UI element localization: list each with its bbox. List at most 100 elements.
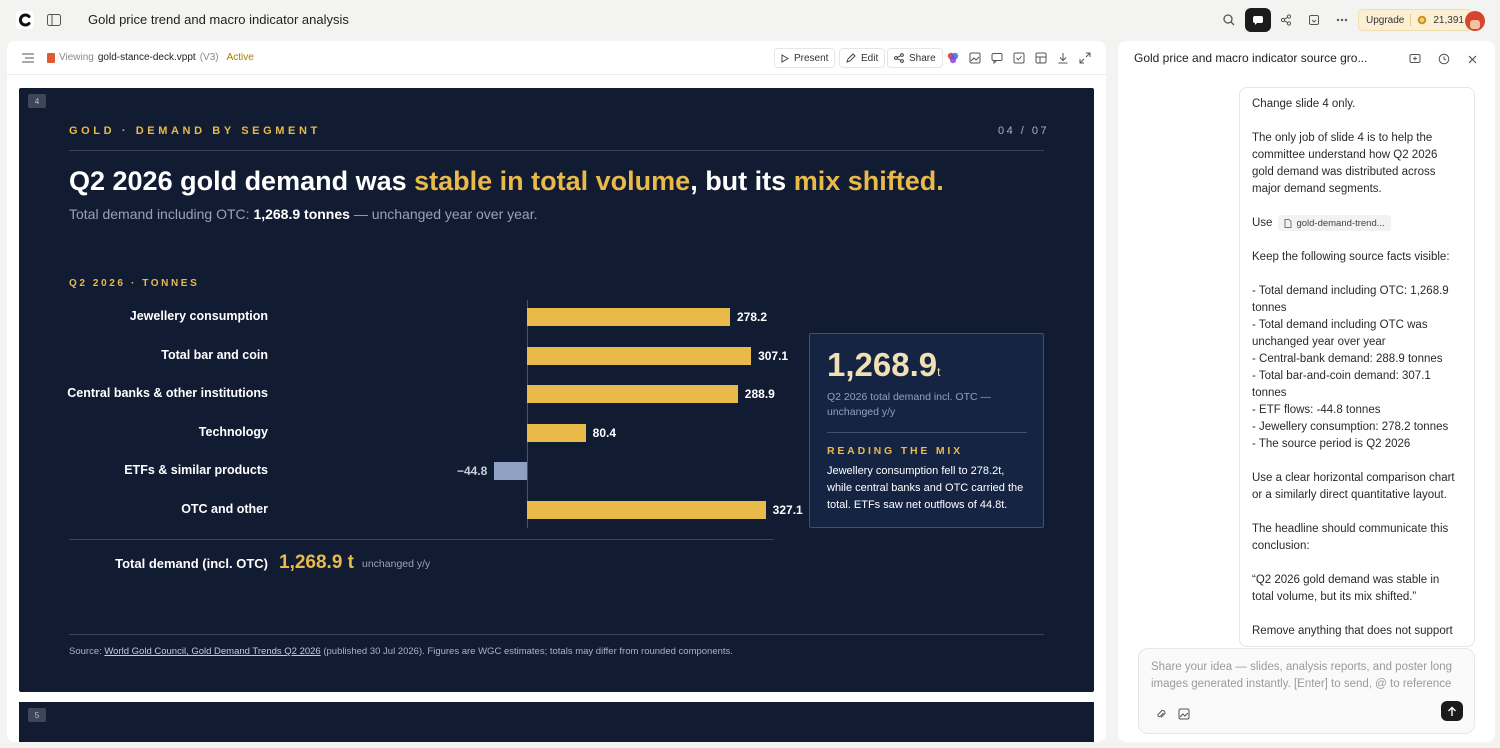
viewing-label: Viewing (59, 52, 94, 63)
slide-viewer: Viewing gold-stance-deck.vppt (V3) Activ… (7, 41, 1106, 742)
total-label: Total demand (incl. OTC) (115, 556, 268, 571)
coin-icon (1418, 15, 1427, 25)
more-icon[interactable] (1329, 8, 1355, 32)
share-label: Share (909, 52, 936, 64)
slide-number: 5 (28, 708, 46, 722)
zero-axis (527, 300, 528, 528)
bar (494, 462, 527, 481)
layout-icon[interactable] (1033, 50, 1049, 66)
bar-label: Technology (198, 424, 268, 439)
status-badge: Active (226, 52, 254, 63)
file-name[interactable]: gold-stance-deck.vppt (97, 52, 196, 63)
present-button[interactable]: Present (774, 48, 836, 68)
headline-text: , but its (690, 166, 794, 196)
fact-item: - Total demand including OTC was unchang… (1252, 319, 1428, 349)
user-message: Change slide 4 only. The only job of sli… (1239, 87, 1475, 647)
callout-card: 1,268.9t Q2 2026 total demand incl. OTC … (809, 333, 1044, 528)
image-edit-icon[interactable] (967, 50, 983, 66)
edit-button[interactable]: Edit (839, 48, 886, 68)
comment-icon[interactable] (989, 50, 1005, 66)
callout-number: 1,268.9 (827, 346, 938, 383)
bar-label: Jewellery consumption (129, 309, 268, 323)
use-label: Use (1252, 217, 1273, 230)
bar (527, 385, 738, 404)
slide-subhead: Total demand including OTC: 1,268.9 tonn… (69, 206, 538, 222)
source-link[interactable]: World Gold Council, Gold Demand Trends Q… (104, 646, 321, 657)
pencil-icon (846, 53, 856, 63)
bookmark-icon[interactable] (1301, 8, 1327, 32)
document-title: Gold price trend and macro indicator ana… (88, 12, 349, 27)
attach-icon[interactable] (1153, 706, 1169, 722)
bar-value-label: 288.9 (744, 387, 775, 402)
presentation-file-icon (47, 52, 55, 63)
bar-value-label: 327.1 (772, 503, 803, 517)
callout-body: Jewellery consumption fell to 278.2t, wh… (827, 465, 1024, 511)
file-icon (1284, 218, 1292, 228)
message-paragraph: Change slide 4 only. (1252, 98, 1356, 110)
play-icon (781, 53, 789, 63)
headline-highlight: mix shifted (793, 166, 937, 196)
fullscreen-icon[interactable] (1077, 50, 1093, 66)
outline-toggle-icon[interactable] (20, 50, 36, 66)
viewer-toolbar: Viewing gold-stance-deck.vppt (V3) Activ… (7, 41, 1106, 75)
bar-label: Total bar and coin (161, 347, 268, 362)
message-paragraph: “Q2 2026 gold demand was stable in total… (1252, 574, 1440, 604)
logo-icon[interactable] (16, 11, 34, 29)
bar (527, 346, 752, 365)
image-icon[interactable] (1176, 706, 1192, 722)
sidebar-toggle-icon[interactable] (45, 11, 63, 29)
share-button[interactable]: Share (887, 48, 943, 68)
headline-text: . (936, 166, 944, 196)
bar-value-label: 80.4 (592, 425, 617, 440)
divider (69, 634, 1044, 635)
new-chat-icon[interactable] (1407, 51, 1423, 67)
search-icon[interactable] (1216, 8, 1242, 32)
chat-icon[interactable] (1245, 8, 1271, 32)
fact-item: - Total demand including OTC: 1,268.9 to… (1252, 285, 1449, 315)
subhead-emphasis: 1,268.9 tonnes (253, 206, 350, 222)
share-icon (894, 53, 904, 63)
message-paragraph: Use a clear horizontal comparison chart … (1252, 472, 1455, 502)
chat-title: Gold price and macro indicator source gr… (1134, 51, 1368, 65)
fact-item: - Jewellery consumption: 278.2 tonnes (1252, 421, 1449, 434)
attachment-name: gold-demand-trend... (1296, 217, 1385, 229)
headline-text: Q2 2026 gold demand was (69, 166, 415, 196)
chart-title: Q2 2026 · TONNES (69, 278, 200, 289)
divider (827, 432, 1027, 433)
upgrade-label: Upgrade (1366, 14, 1405, 26)
subhead-text: Total demand including OTC: (69, 206, 254, 222)
facts-list: - Total demand including OTC: 1,268.9 to… (1252, 283, 1462, 453)
share-icon[interactable] (1273, 8, 1299, 32)
message-paragraph: Remove anything that does not support (1252, 625, 1453, 638)
divider (1410, 14, 1412, 26)
send-button[interactable] (1441, 701, 1463, 721)
source-note: Source: World Gold Council, Gold Demand … (69, 646, 733, 657)
bar-value-label: 307.1 (758, 348, 789, 363)
arrow-up-icon (1448, 706, 1456, 716)
source-prefix: Source: (69, 646, 105, 657)
message-paragraph: The only job of slide 4 is to help the c… (1252, 132, 1438, 195)
slide-4[interactable]: 4 GOLD · DEMAND BY SEGMENT 04 / 07 Q2 20… (19, 88, 1094, 692)
bar (527, 501, 766, 519)
upgrade-button[interactable]: Upgrade 21,391 (1358, 9, 1472, 31)
attachment-chip[interactable]: gold-demand-trend... (1278, 215, 1391, 231)
history-icon[interactable] (1436, 51, 1452, 67)
composer-input[interactable]: Share your idea — slides, analysis repor… (1151, 661, 1453, 690)
chat-composer[interactable]: Share your idea — slides, analysis repor… (1138, 648, 1475, 734)
theme-icon[interactable] (945, 50, 961, 66)
checklist-icon[interactable] (1011, 50, 1027, 66)
callout-label: READING THE MIX (827, 445, 963, 457)
fact-item: - ETF flows: -44.8 tonnes (1252, 404, 1381, 417)
slide-headline: Q2 2026 gold demand was stable in total … (69, 166, 944, 197)
slide-number: 4 (28, 94, 46, 108)
avatar[interactable] (1465, 11, 1485, 31)
download-icon[interactable] (1055, 50, 1071, 66)
slide-5[interactable]: 5 (19, 702, 1094, 742)
bar-label: Central banks & other institutions (67, 386, 268, 401)
callout-unit: t (937, 365, 941, 379)
close-icon[interactable] (1464, 51, 1480, 67)
edit-label: Edit (861, 52, 879, 64)
credits-count: 21,391 (1433, 14, 1464, 26)
divider (69, 539, 774, 540)
chat-panel: Gold price and macro indicator source gr… (1118, 41, 1495, 742)
